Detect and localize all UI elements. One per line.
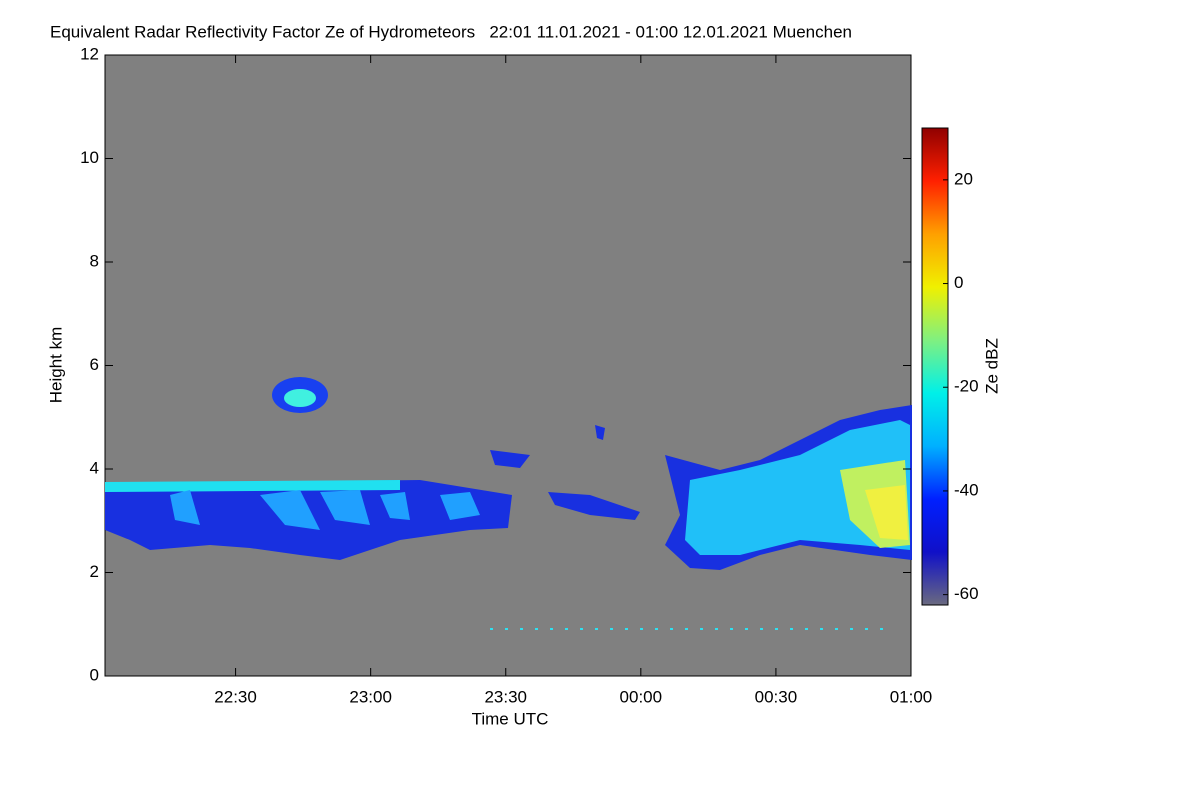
x-tick-label: 01:00 xyxy=(890,687,933,706)
y-tick-label: 4 xyxy=(90,458,99,477)
colorbar xyxy=(921,127,949,606)
y-tick-label: 0 xyxy=(90,665,99,684)
x-tick-label: 23:00 xyxy=(349,687,392,706)
radar-echo xyxy=(490,425,605,468)
colorbar-tick-label: -40 xyxy=(954,480,979,499)
x-tick-label: 23:30 xyxy=(484,687,527,706)
chart-title: Equivalent Radar Reflectivity Factor Ze … xyxy=(50,22,852,41)
y-axis-label: Height km xyxy=(46,327,65,404)
radar-echo xyxy=(865,485,908,540)
colorbar-label: Ze dBZ xyxy=(982,338,1001,394)
x-tick-label: 22:30 xyxy=(214,687,257,706)
colorbar-tick-label: -20 xyxy=(954,377,979,396)
colorbar-tick-label: -60 xyxy=(954,584,979,603)
y-tick-label: 6 xyxy=(90,355,99,374)
x-tick-label: 00:00 xyxy=(620,687,663,706)
radar-echo xyxy=(548,492,640,520)
radar-echoes xyxy=(105,377,912,630)
colorbar-tick-label: 0 xyxy=(954,273,963,292)
radar-echo xyxy=(105,480,400,492)
y-tick-label: 12 xyxy=(80,44,99,63)
y-tick-label: 10 xyxy=(80,148,99,167)
plot-area xyxy=(104,54,912,677)
y-tick-label: 8 xyxy=(90,251,99,270)
colorbar-tick-label: 20 xyxy=(954,169,973,188)
radar-echo xyxy=(170,490,480,530)
y-tick-label: 2 xyxy=(90,562,99,581)
x-tick-label: 00:30 xyxy=(755,687,798,706)
radar-echo xyxy=(284,389,316,407)
x-axis-label: Time UTC xyxy=(472,709,549,728)
